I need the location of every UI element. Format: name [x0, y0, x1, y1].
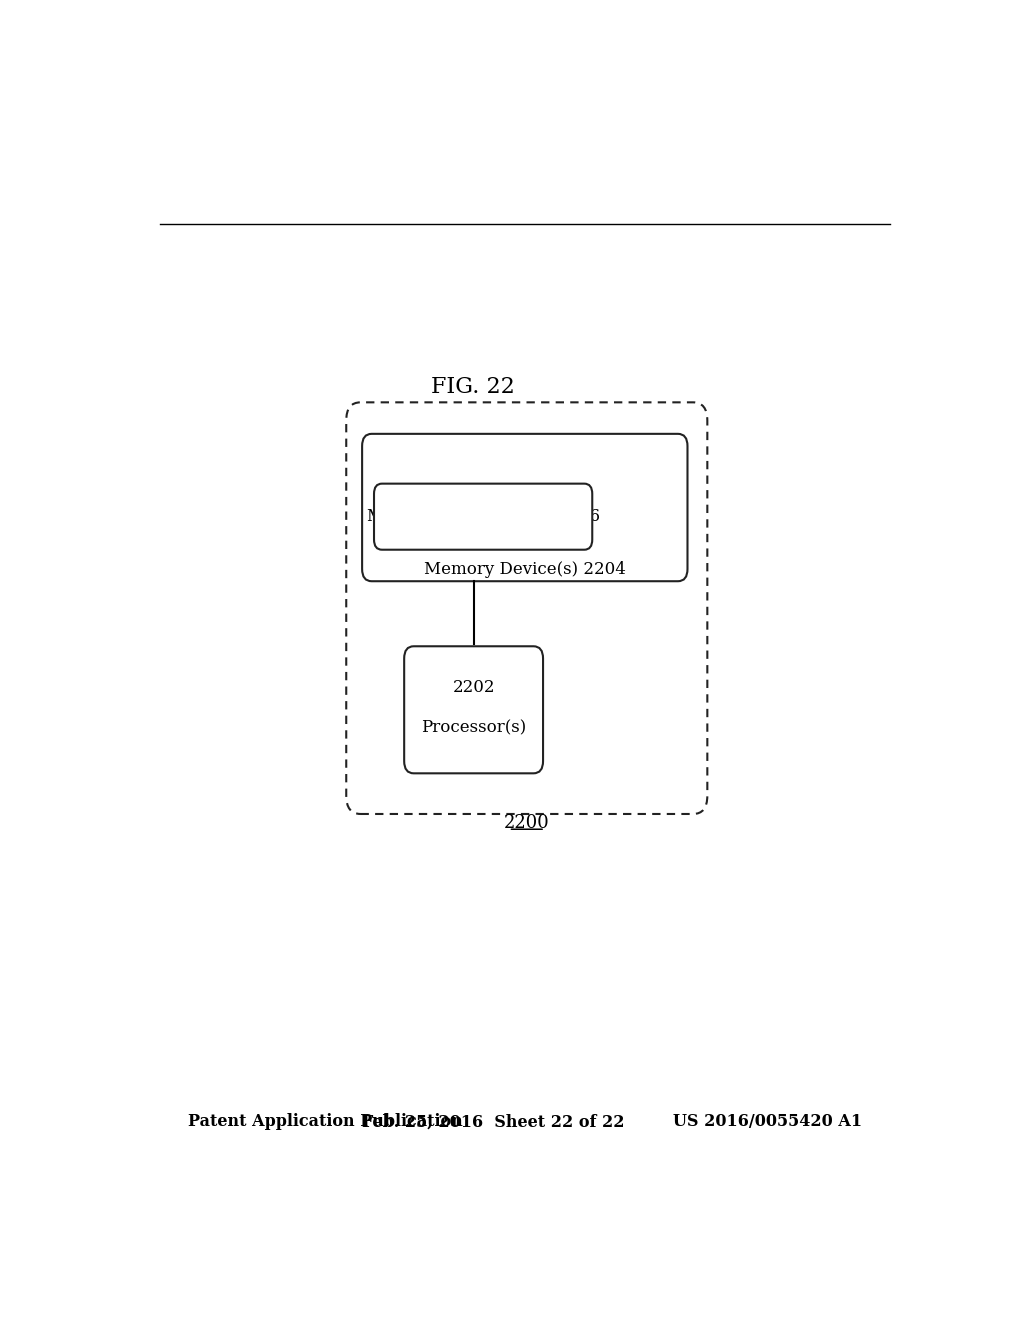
Text: Processor(s): Processor(s)	[421, 719, 526, 737]
Text: US 2016/0055420 A1: US 2016/0055420 A1	[673, 1114, 862, 1130]
FancyBboxPatch shape	[404, 647, 543, 774]
Text: Media/Health Program 2206: Media/Health Program 2206	[367, 508, 600, 525]
Text: 2200: 2200	[504, 814, 550, 833]
Text: Feb. 25, 2016  Sheet 22 of 22: Feb. 25, 2016 Sheet 22 of 22	[361, 1114, 625, 1130]
Text: Memory Device(s) 2204: Memory Device(s) 2204	[424, 561, 626, 578]
FancyBboxPatch shape	[374, 483, 592, 549]
Text: FIG. 22: FIG. 22	[431, 376, 515, 399]
FancyBboxPatch shape	[362, 434, 687, 581]
Text: 2202: 2202	[453, 678, 495, 696]
Text: Patent Application Publication: Patent Application Publication	[187, 1114, 462, 1130]
FancyBboxPatch shape	[346, 403, 708, 814]
